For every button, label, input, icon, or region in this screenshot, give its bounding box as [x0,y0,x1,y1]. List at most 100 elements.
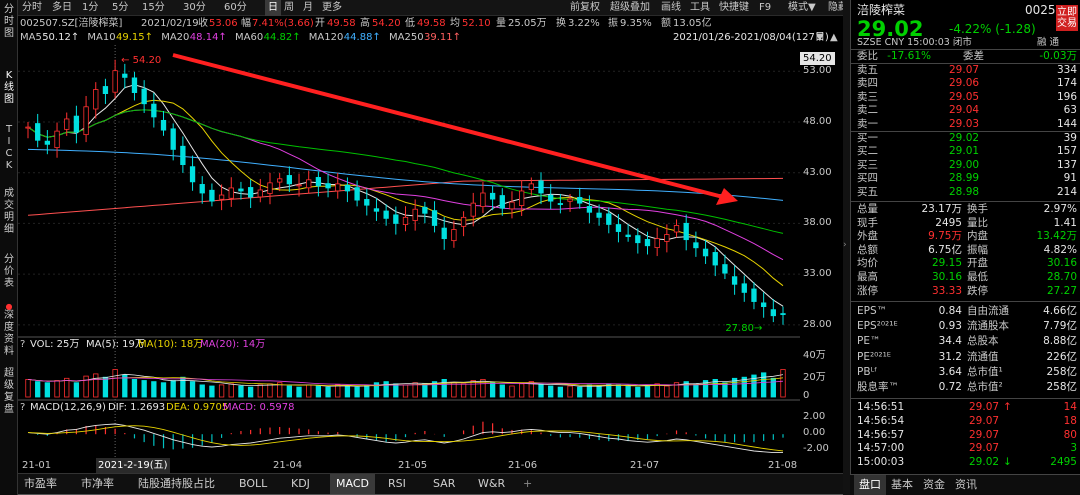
stat-label: 跌停 [967,284,988,297]
volume-bar [702,380,709,398]
panel-separator [850,131,1080,132]
toolbar-item[interactable]: 模式▼ [788,2,816,13]
candle-body [683,222,689,241]
ask-row: 卖一 29.03 144 [851,118,1080,131]
amp-value: 9.35% [620,18,652,29]
price-tick: 43.00 [803,166,832,178]
period-tab[interactable]: 分时 [22,2,42,13]
toolbar-item[interactable]: 工具 [690,2,710,13]
fin-value: 258亿 [1046,381,1077,393]
left-tab-hyper-review[interactable]: 超级复盘 [0,368,18,416]
period-tab[interactable]: 月 [303,2,313,13]
volume-bar [160,382,167,398]
candle-body [722,264,728,274]
left-tab-price-table[interactable]: 分价表 [0,254,18,290]
stat-label: 振幅 [967,243,988,256]
ma-label: MA10 [87,32,116,43]
indicator-tab[interactable]: KDJ [291,477,310,490]
indicator-tab[interactable]: BOLL [239,477,268,490]
period-tab[interactable]: 60分 [224,2,247,13]
panel-collapse-handle[interactable]: › [843,0,850,495]
period-tab[interactable]: 更多 [322,2,342,13]
period-tab[interactable]: 15分 [142,2,165,13]
period-tab[interactable]: 1分 [82,2,99,13]
market-status: SZSE CNY 15:00:03 闭市 [857,37,972,48]
stat-value: 4.82% [1043,243,1077,256]
amp-label: 振 [608,18,618,29]
period-tab[interactable]: 5分 [112,2,129,13]
volume-bar [412,382,418,398]
period-tab[interactable]: 30分 [183,2,206,13]
indicator-tab[interactable]: 陆股通持股占比 [138,477,215,490]
period-tab[interactable]: 日 [265,0,281,16]
tick-row: 14:56:57 29.07 80 [851,429,1080,442]
indicator-tab[interactable]: 市净率 [81,477,114,490]
bid-label: 买一 [857,132,878,144]
macd-tick: 0.00 [803,427,826,439]
bid-price: 29.01 [949,145,980,158]
left-tab-char: 细 [4,224,14,235]
candle-body [151,103,157,118]
volume-bar [228,383,234,398]
candle-body [654,238,660,248]
volume-bar [480,378,486,398]
quote-tab[interactable]: 盘口 [854,475,886,495]
toolbar-item[interactable]: 前复权 [570,2,600,13]
period-tab[interactable]: 周 [284,2,294,13]
volume-tick: 20万 [803,372,826,383]
dropdown-icon[interactable]: ▼ [816,32,824,43]
volume-bar [189,381,196,398]
stat-value: 30.16 [931,271,962,283]
ma-value: 48.14↑ [189,32,227,43]
candle-body [606,213,612,225]
left-tab-fenshi[interactable]: 分时图 [0,4,18,40]
collapse-up-icon[interactable]: ▲ [830,32,838,43]
ma10-line [27,99,784,287]
bid-row: 买三 29.00 137 [851,159,1080,172]
candle-body [393,214,399,224]
ma-value: 44.88↑ [343,32,381,43]
stat-label: 总量 [857,203,878,215]
volume-bar [451,382,457,398]
kline-chart-area[interactable]: ← 54.20 27.80→? VOL: 25万 MA(5): 19万MA(10): … [18,45,800,458]
indicator-tab[interactable]: MACD [330,474,375,494]
toolbar-item[interactable]: 超级叠加 [610,2,650,13]
indicator-tab[interactable]: W&R [478,477,506,490]
candle-body [296,184,302,187]
left-tab-char: 成 [4,188,14,199]
left-tab-char: 分 [4,4,14,15]
volume-bar [519,383,525,398]
fin-label: 股息率™ [857,381,899,393]
toolbar-item[interactable]: F9 [759,2,772,13]
quote-tab[interactable]: 基本 [891,478,913,491]
candle-body [112,70,118,93]
period-tab[interactable]: 多日 [52,2,72,13]
indicator-tab[interactable]: 市盈率 [24,477,57,490]
indicator-tab[interactable]: RSI [388,477,406,490]
toolbar-item[interactable]: 画线 [661,2,681,13]
trend-arrow [172,53,724,199]
indicator-tab[interactable]: + [523,477,533,490]
candle-body [83,106,89,136]
left-tab-depth[interactable]: ● 深度资料 [0,303,18,358]
stat-value: 33.33 [931,284,962,297]
left-tab-char: 度 [4,322,14,333]
ma-value: 44.82↑ [263,32,301,43]
candle-body [460,216,467,227]
trade-button[interactable]: 立即交易 [1056,5,1078,31]
quote-tab[interactable]: 资金 [923,478,945,491]
indicator-tab[interactable]: SAR [433,477,456,490]
tick-volume: 18 [1063,414,1077,427]
toolbar-item[interactable]: 隐藏▼ [828,2,856,13]
quote-tab[interactable]: 资讯 [955,478,977,491]
toolbar-item[interactable]: 快捷键 [719,2,749,13]
bid-label: 买五 [857,185,878,198]
volume-bar [664,385,670,398]
candle-body [344,185,351,192]
volume-bar [112,369,118,398]
volume-bar [306,384,312,398]
left-tab-deals[interactable]: 成交明细 [0,188,18,236]
volume-bar [344,385,351,398]
